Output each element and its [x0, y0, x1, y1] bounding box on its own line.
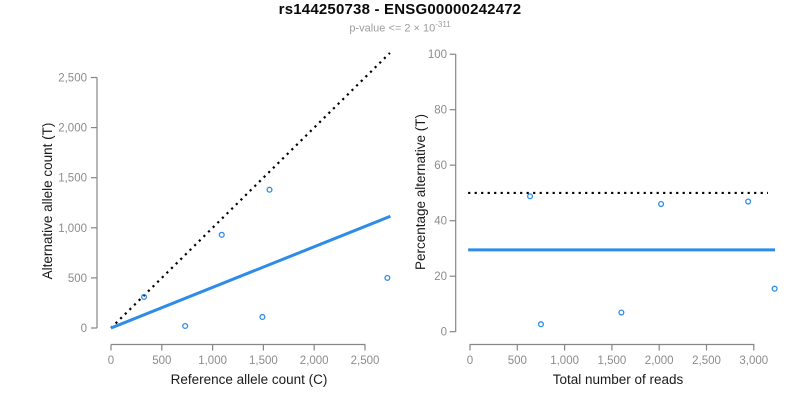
data-point	[537, 321, 544, 328]
y-tick-label: 0	[441, 327, 447, 339]
data-point	[182, 322, 189, 330]
data-point	[266, 186, 273, 193]
percentage-alternative-ylabel: Percentage alternative (T)	[413, 114, 428, 270]
x-tick-label: 500	[152, 355, 171, 367]
x-tick-label: 3,000	[739, 355, 768, 367]
y-tick-label: 1,500	[58, 173, 87, 185]
x-tick-label: 0	[467, 355, 473, 367]
x-tick-label: 2,000	[300, 355, 329, 367]
y-tick-label: 500	[68, 273, 87, 285]
data-point	[140, 293, 148, 300]
x-tick-label: 2,500	[692, 355, 721, 367]
data-point	[618, 309, 625, 316]
data-point	[745, 198, 752, 205]
y-tick-label: 0	[81, 323, 87, 335]
y-tick-label: 1,000	[58, 223, 87, 235]
allele-counts-ylabel: Alternative allele count (T)	[40, 123, 55, 280]
y-tick-label: 2,500	[58, 73, 87, 85]
data-point	[527, 193, 534, 200]
pvalue-exponent: -311	[435, 20, 451, 29]
x-tick-label: 0	[108, 355, 114, 367]
data-point	[658, 201, 665, 208]
data-point	[259, 313, 266, 321]
y-tick-label: 2,000	[58, 123, 87, 135]
y-tick-label: 20	[434, 271, 447, 283]
data-point	[384, 274, 391, 281]
plot-allele-counts: 0 500 1,000 1,500 2,000 2,500 0 500 1,000 1,500 2,…	[40, 52, 391, 387]
plot-percentage-alternative: 0 500 1,000 1,500 2,000 2,500 3,000 0 20 40 60 80 10…	[413, 49, 778, 387]
x-tick-label: 2,000	[645, 355, 674, 367]
identity-line	[110, 52, 391, 329]
y-tick-label: 100	[428, 49, 447, 61]
x-tick-label: 1,000	[550, 355, 579, 367]
x-tick-label: 2,500	[351, 355, 380, 367]
x-tick-label: 1,000	[198, 355, 227, 367]
y-tick-label: 60	[434, 160, 447, 172]
x-tick-label: 500	[508, 355, 527, 367]
y-tick-label: 40	[434, 216, 447, 228]
allele-counts-xlabel: Reference allele count (C)	[171, 372, 328, 387]
pvalue-text: p-value <= 2 × 10	[349, 22, 436, 35]
fit-line	[110, 214, 391, 330]
x-tick-label: 1,500	[598, 355, 627, 367]
data-point	[771, 285, 778, 292]
figure-subtitle: p-value <= 2 × 10-311	[0, 20, 800, 35]
percentage-alternative-xlabel: Total number of reads	[553, 372, 684, 387]
data-point	[218, 231, 225, 238]
y-tick-label: 80	[434, 105, 447, 117]
x-tick-label: 1,500	[249, 355, 278, 367]
figure-title: rs144250738 - ENSG00000242472	[278, 1, 522, 18]
